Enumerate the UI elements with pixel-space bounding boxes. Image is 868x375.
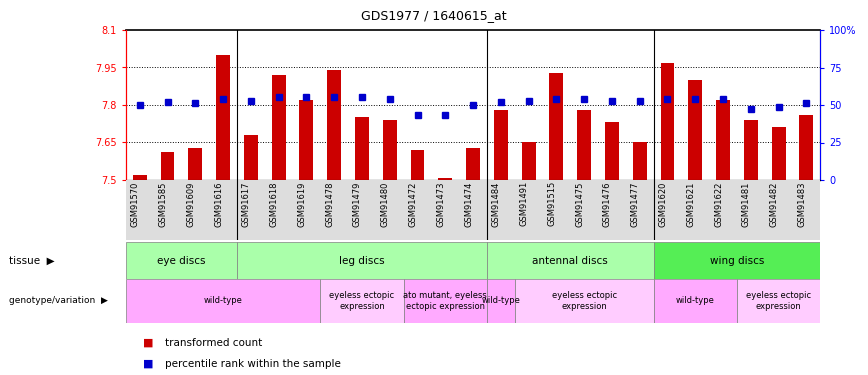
- Text: GSM91621: GSM91621: [687, 181, 695, 226]
- Text: wild-type: wild-type: [676, 296, 714, 305]
- Bar: [216, 55, 230, 180]
- Bar: [654, 242, 820, 279]
- Bar: [133, 175, 147, 180]
- Text: percentile rank within the sample: percentile rank within the sample: [165, 359, 341, 369]
- Text: GSM91515: GSM91515: [548, 181, 556, 226]
- Text: GSM91481: GSM91481: [742, 181, 751, 226]
- Bar: [737, 279, 820, 322]
- Bar: [799, 115, 813, 180]
- Text: GSM91619: GSM91619: [298, 181, 306, 226]
- Bar: [188, 147, 202, 180]
- Text: GDS1977 / 1640615_at: GDS1977 / 1640615_at: [361, 9, 507, 22]
- Text: GSM91484: GSM91484: [492, 181, 501, 226]
- Text: GSM91480: GSM91480: [381, 181, 390, 226]
- Text: GSM91491: GSM91491: [520, 181, 529, 226]
- Bar: [661, 63, 674, 180]
- Bar: [404, 279, 487, 322]
- Text: GSM91622: GSM91622: [714, 181, 723, 226]
- Bar: [494, 110, 508, 180]
- Text: GSM91476: GSM91476: [603, 181, 612, 227]
- Text: GSM91616: GSM91616: [214, 181, 223, 227]
- Bar: [438, 177, 452, 180]
- Bar: [577, 110, 591, 180]
- Text: GSM91479: GSM91479: [353, 181, 362, 226]
- Text: tissue  ▶: tissue ▶: [9, 256, 55, 266]
- FancyBboxPatch shape: [126, 180, 820, 240]
- Text: GSM91585: GSM91585: [159, 181, 168, 226]
- Text: wing discs: wing discs: [710, 256, 764, 266]
- Bar: [549, 72, 563, 180]
- Bar: [466, 147, 480, 180]
- Text: GSM91478: GSM91478: [326, 181, 334, 227]
- Text: GSM91474: GSM91474: [464, 181, 473, 226]
- Bar: [161, 153, 174, 180]
- Bar: [487, 242, 654, 279]
- Bar: [772, 128, 786, 180]
- Bar: [272, 75, 286, 180]
- Text: GSM91570: GSM91570: [131, 181, 140, 226]
- Bar: [744, 120, 758, 180]
- Text: eyeless ectopic
expression: eyeless ectopic expression: [551, 291, 617, 310]
- Bar: [126, 242, 237, 279]
- Text: eyeless ectopic
expression: eyeless ectopic expression: [329, 291, 395, 310]
- Text: GSM91618: GSM91618: [270, 181, 279, 227]
- Text: ato mutant, eyeless
ectopic expression: ato mutant, eyeless ectopic expression: [404, 291, 487, 310]
- Text: GSM91475: GSM91475: [575, 181, 584, 226]
- Bar: [244, 135, 258, 180]
- Bar: [299, 100, 313, 180]
- Text: GSM91477: GSM91477: [631, 181, 640, 227]
- Bar: [320, 279, 404, 322]
- Text: GSM91617: GSM91617: [242, 181, 251, 227]
- Text: leg discs: leg discs: [339, 256, 385, 266]
- Bar: [383, 120, 397, 180]
- Text: GSM91483: GSM91483: [798, 181, 806, 227]
- Bar: [237, 242, 487, 279]
- Bar: [515, 279, 654, 322]
- Bar: [605, 123, 619, 180]
- Text: ■: ■: [143, 359, 154, 369]
- Bar: [126, 279, 320, 322]
- Text: GSM91620: GSM91620: [659, 181, 667, 226]
- Text: GSM91609: GSM91609: [187, 181, 195, 226]
- Bar: [716, 100, 730, 180]
- Text: antennal discs: antennal discs: [532, 256, 608, 266]
- Bar: [522, 142, 536, 180]
- Bar: [355, 117, 369, 180]
- Text: genotype/variation  ▶: genotype/variation ▶: [9, 296, 108, 305]
- Text: ■: ■: [143, 338, 154, 348]
- Text: wild-type: wild-type: [482, 296, 520, 305]
- Text: GSM91472: GSM91472: [409, 181, 418, 226]
- Bar: [487, 279, 515, 322]
- Text: eye discs: eye discs: [157, 256, 206, 266]
- Text: eyeless ectopic
expression: eyeless ectopic expression: [746, 291, 812, 310]
- Text: GSM91473: GSM91473: [437, 181, 445, 227]
- Text: GSM91482: GSM91482: [770, 181, 779, 226]
- Bar: [633, 142, 647, 180]
- Text: wild-type: wild-type: [204, 296, 242, 305]
- Bar: [327, 70, 341, 180]
- Bar: [688, 80, 702, 180]
- Bar: [411, 150, 424, 180]
- Text: transformed count: transformed count: [165, 338, 262, 348]
- Bar: [654, 279, 737, 322]
